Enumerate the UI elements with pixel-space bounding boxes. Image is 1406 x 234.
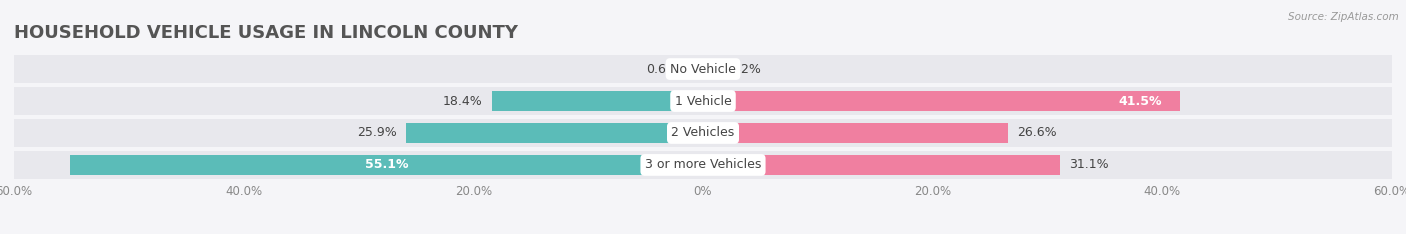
Bar (703, 123, 1008, 143)
Text: 0.82%: 0.82% (721, 62, 762, 76)
Text: HOUSEHOLD VEHICLE USAGE IN LINCOLN COUNTY: HOUSEHOLD VEHICLE USAGE IN LINCOLN COUNT… (14, 24, 517, 42)
Text: 31.1%: 31.1% (1070, 158, 1109, 172)
Bar (703, 155, 1060, 175)
Bar (14, 55, 703, 84)
Text: 18.4%: 18.4% (443, 95, 482, 107)
Text: 55.1%: 55.1% (366, 158, 408, 172)
Bar (703, 119, 1392, 147)
Bar (405, 123, 703, 143)
Text: 41.5%: 41.5% (1119, 95, 1163, 107)
Text: 2 Vehicles: 2 Vehicles (672, 127, 734, 139)
Bar (703, 59, 713, 79)
Text: 1 Vehicle: 1 Vehicle (675, 95, 731, 107)
Bar (696, 59, 703, 79)
Bar (492, 91, 703, 111)
Bar (703, 150, 1392, 179)
Text: 0.66%: 0.66% (647, 62, 686, 76)
Bar (14, 150, 703, 179)
Bar (703, 87, 1392, 115)
Text: Source: ZipAtlas.com: Source: ZipAtlas.com (1288, 12, 1399, 22)
Text: 26.6%: 26.6% (1018, 127, 1057, 139)
Bar (70, 155, 703, 175)
Bar (14, 87, 703, 115)
Text: 3 or more Vehicles: 3 or more Vehicles (645, 158, 761, 172)
Text: 25.9%: 25.9% (357, 127, 396, 139)
Bar (14, 119, 703, 147)
Bar (703, 91, 1180, 111)
Text: No Vehicle: No Vehicle (671, 62, 735, 76)
Bar (703, 55, 1392, 84)
